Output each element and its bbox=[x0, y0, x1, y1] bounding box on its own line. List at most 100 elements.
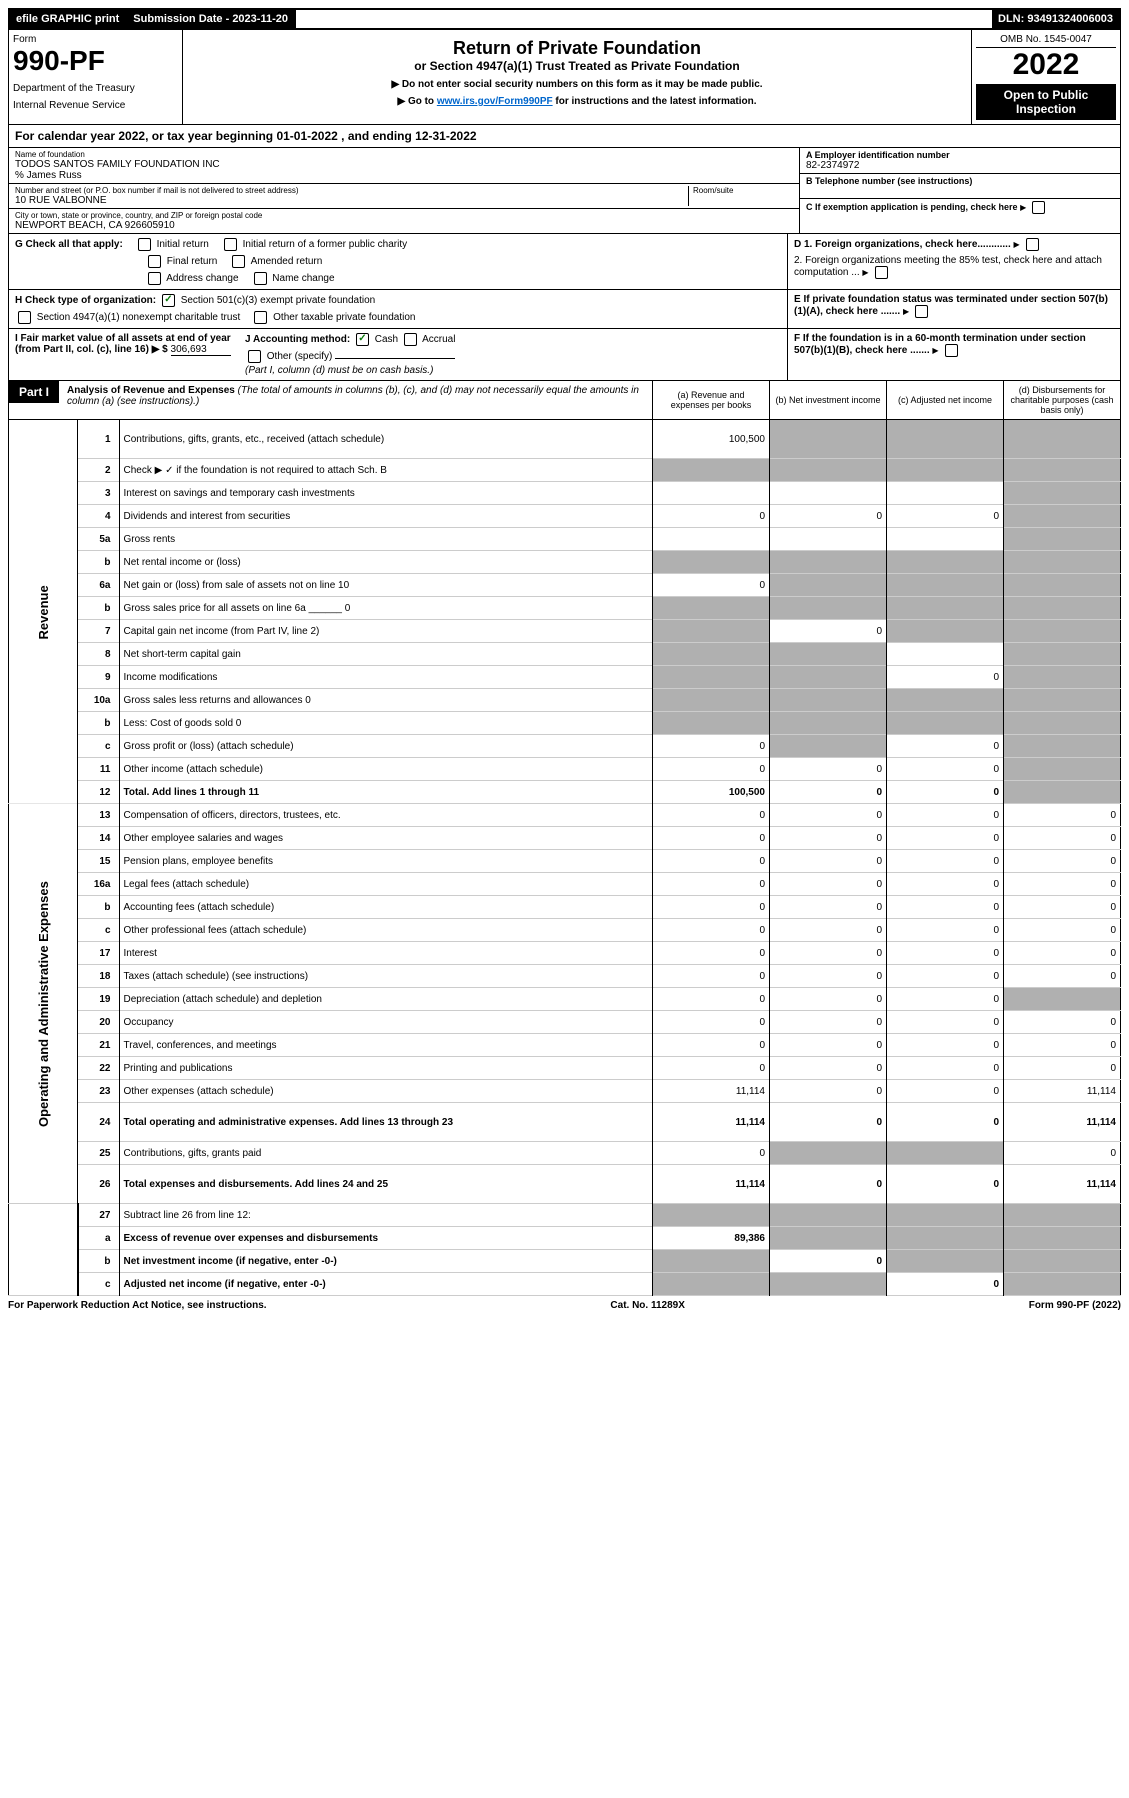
line-description: Excess of revenue over expenses and disb… bbox=[119, 1227, 653, 1250]
line-description: Interest bbox=[119, 942, 653, 965]
pending-label: C If exemption application is pending, c… bbox=[806, 202, 1018, 212]
f-checkbox[interactable] bbox=[945, 344, 958, 357]
pending-checkbox[interactable] bbox=[1032, 201, 1045, 214]
h-label: H Check type of organization: bbox=[15, 295, 156, 306]
value-cell: 0 bbox=[653, 1057, 770, 1080]
street-label: Number and street (or P.O. box number if… bbox=[15, 186, 688, 195]
line-description: Total operating and administrative expen… bbox=[119, 1103, 653, 1142]
table-row: 11Other income (attach schedule)000 bbox=[9, 758, 1121, 781]
value-cell bbox=[770, 643, 887, 666]
line-number: 13 bbox=[78, 804, 120, 827]
value-cell bbox=[1004, 505, 1121, 528]
top-bar: efile GRAPHIC print Submission Date - 20… bbox=[8, 8, 1121, 30]
table-row: 23Other expenses (attach schedule)11,114… bbox=[9, 1080, 1121, 1103]
section-g-row: G Check all that apply: Initial return I… bbox=[8, 234, 1121, 290]
name-label: Name of foundation bbox=[15, 150, 793, 159]
col-a-header: (a) Revenue and expenses per books bbox=[652, 381, 769, 419]
g-initial: Initial return bbox=[157, 239, 209, 250]
line-description: Interest on savings and temporary cash i… bbox=[119, 482, 653, 505]
value-cell: 100,500 bbox=[653, 420, 770, 459]
line-description: Pension plans, employee benefits bbox=[119, 850, 653, 873]
d1-checkbox[interactable] bbox=[1026, 238, 1039, 251]
room-label: Room/suite bbox=[693, 186, 793, 195]
h-4947-checkbox[interactable] bbox=[18, 311, 31, 324]
final-return-checkbox[interactable] bbox=[148, 255, 161, 268]
ein-value: 82-2374972 bbox=[806, 160, 1114, 171]
irs-link[interactable]: www.irs.gov/Form990PF bbox=[437, 96, 553, 107]
value-cell: 11,114 bbox=[653, 1165, 770, 1204]
foundation-name: TODOS SANTOS FAMILY FOUNDATION INC bbox=[15, 159, 793, 170]
e-checkbox[interactable] bbox=[915, 305, 928, 318]
value-cell: 0 bbox=[653, 505, 770, 528]
line-number: 21 bbox=[78, 1034, 120, 1057]
line-number: b bbox=[78, 1250, 120, 1273]
arrow-icon bbox=[1014, 239, 1023, 250]
j-accrual-checkbox[interactable] bbox=[404, 333, 417, 346]
value-cell bbox=[770, 528, 887, 551]
form-header: Form 990-PF Department of the Treasury I… bbox=[8, 30, 1121, 125]
value-cell: 0 bbox=[653, 1142, 770, 1165]
value-cell: 11,114 bbox=[653, 1080, 770, 1103]
value-cell bbox=[653, 482, 770, 505]
table-row: 24Total operating and administrative exp… bbox=[9, 1103, 1121, 1142]
line-number: 6a bbox=[78, 574, 120, 597]
line-description: Gross rents bbox=[119, 528, 653, 551]
value-cell bbox=[1004, 781, 1121, 804]
initial-return-checkbox[interactable] bbox=[138, 238, 151, 251]
value-cell: 0 bbox=[887, 1103, 1004, 1142]
amended-return-checkbox[interactable] bbox=[232, 255, 245, 268]
value-cell: 0 bbox=[887, 1011, 1004, 1034]
h-4947: Section 4947(a)(1) nonexempt charitable … bbox=[37, 312, 240, 323]
value-cell: 0 bbox=[653, 827, 770, 850]
h-other-checkbox[interactable] bbox=[254, 311, 267, 324]
value-cell: 0 bbox=[653, 919, 770, 942]
value-cell: 0 bbox=[887, 1080, 1004, 1103]
line-number: 27 bbox=[78, 1204, 120, 1227]
name-change-checkbox[interactable] bbox=[254, 272, 267, 285]
line-description: Contributions, gifts, grants, etc., rece… bbox=[119, 420, 653, 459]
table-row: bNet rental income or (loss) bbox=[9, 551, 1121, 574]
h-501c3-checkbox[interactable] bbox=[162, 294, 175, 307]
value-cell: 0 bbox=[887, 873, 1004, 896]
value-cell bbox=[887, 528, 1004, 551]
city-value: NEWPORT BEACH, CA 926605910 bbox=[15, 220, 793, 231]
value-cell: 0 bbox=[1004, 1142, 1121, 1165]
calendar-year-row: For calendar year 2022, or tax year begi… bbox=[8, 125, 1121, 148]
line-description: Net investment income (if negative, ente… bbox=[119, 1250, 653, 1273]
line-description: Total expenses and disbursements. Add li… bbox=[119, 1165, 653, 1204]
line-description: Gross sales less returns and allowances … bbox=[119, 689, 653, 712]
g-initial-former: Initial return of a former public charit… bbox=[243, 239, 408, 250]
h-other: Other taxable private foundation bbox=[273, 312, 415, 323]
value-cell: 0 bbox=[653, 850, 770, 873]
j-other-input[interactable] bbox=[335, 358, 455, 359]
d2-checkbox[interactable] bbox=[875, 266, 888, 279]
instr-link-row: ▶ Go to www.irs.gov/Form990PF for instru… bbox=[187, 96, 967, 107]
j-cash: Cash bbox=[375, 334, 398, 345]
line-description: Gross profit or (loss) (attach schedule) bbox=[119, 735, 653, 758]
j-other-checkbox[interactable] bbox=[248, 350, 261, 363]
section-ij-row: I Fair market value of all assets at end… bbox=[8, 329, 1121, 381]
value-cell bbox=[770, 597, 887, 620]
line-number: b bbox=[78, 712, 120, 735]
value-cell bbox=[653, 620, 770, 643]
line-description: Net gain or (loss) from sale of assets n… bbox=[119, 574, 653, 597]
value-cell: 0 bbox=[887, 781, 1004, 804]
line-description: Other employee salaries and wages bbox=[119, 827, 653, 850]
value-cell bbox=[1004, 758, 1121, 781]
value-cell: 0 bbox=[770, 850, 887, 873]
value-cell: 0 bbox=[1004, 827, 1121, 850]
value-cell: 0 bbox=[653, 988, 770, 1011]
table-row: 8Net short-term capital gain bbox=[9, 643, 1121, 666]
j-cash-checkbox[interactable] bbox=[356, 333, 369, 346]
initial-former-checkbox[interactable] bbox=[224, 238, 237, 251]
value-cell: 11,114 bbox=[1004, 1165, 1121, 1204]
value-cell bbox=[1004, 689, 1121, 712]
d2-label: 2. Foreign organizations meeting the 85%… bbox=[794, 255, 1102, 278]
table-row: 16aLegal fees (attach schedule)0000 bbox=[9, 873, 1121, 896]
value-cell bbox=[770, 666, 887, 689]
value-cell: 0 bbox=[887, 666, 1004, 689]
line-number: 7 bbox=[78, 620, 120, 643]
j-label: J Accounting method: bbox=[245, 334, 350, 345]
line-number: 24 bbox=[78, 1103, 120, 1142]
address-change-checkbox[interactable] bbox=[148, 272, 161, 285]
